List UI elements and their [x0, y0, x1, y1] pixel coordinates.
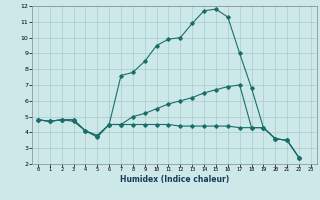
X-axis label: Humidex (Indice chaleur): Humidex (Indice chaleur) — [120, 175, 229, 184]
